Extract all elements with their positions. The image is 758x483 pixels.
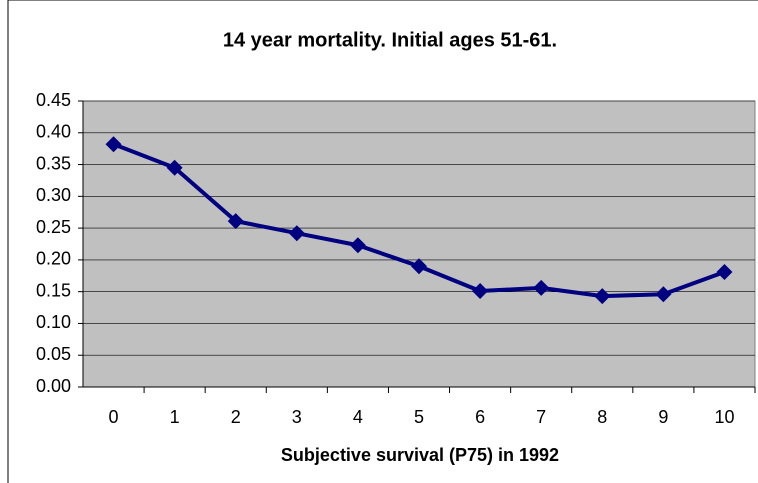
marker — [716, 263, 733, 280]
y-tick-label: 0.15 — [36, 280, 71, 300]
x-tick-label: 10 — [714, 407, 734, 427]
y-tick-label: 0.05 — [36, 344, 71, 364]
x-tick-label: 0 — [109, 407, 119, 427]
marker — [166, 159, 183, 176]
x-tick-label: 1 — [170, 407, 180, 427]
x-tick-label: 7 — [536, 407, 546, 427]
y-tick-label: 0.30 — [36, 185, 71, 205]
marker — [227, 213, 244, 230]
y-tick-label: 0.35 — [36, 153, 71, 173]
plot-area — [82, 100, 756, 388]
y-tick-label: 0.10 — [36, 312, 71, 332]
marker — [411, 258, 427, 275]
chart-title: 14 year mortality. Initial ages 51-61. — [223, 29, 557, 51]
marker — [288, 225, 305, 242]
marker — [472, 283, 489, 300]
x-axis-title: Subjective survival (P75) in 1992 — [281, 445, 559, 465]
x-tick-label: 3 — [292, 407, 302, 427]
x-tick-label: 9 — [658, 407, 668, 427]
marker — [655, 286, 672, 303]
x-tick-label: 4 — [353, 407, 363, 427]
y-tick-label: 0.45 — [36, 90, 71, 110]
marker — [533, 279, 550, 296]
marker — [594, 288, 611, 305]
x-tick-label: 8 — [597, 407, 607, 427]
y-tick-label: 0.00 — [36, 376, 71, 396]
x-tick-label: 2 — [231, 407, 241, 427]
x-tick-label: 6 — [475, 407, 485, 427]
marker — [105, 136, 122, 153]
x-tick-label: 5 — [414, 407, 424, 427]
y-tick-label: 0.20 — [36, 249, 71, 269]
y-tick-label: 0.40 — [36, 122, 71, 142]
y-tick-label: 0.25 — [36, 217, 71, 237]
marker — [349, 237, 366, 254]
